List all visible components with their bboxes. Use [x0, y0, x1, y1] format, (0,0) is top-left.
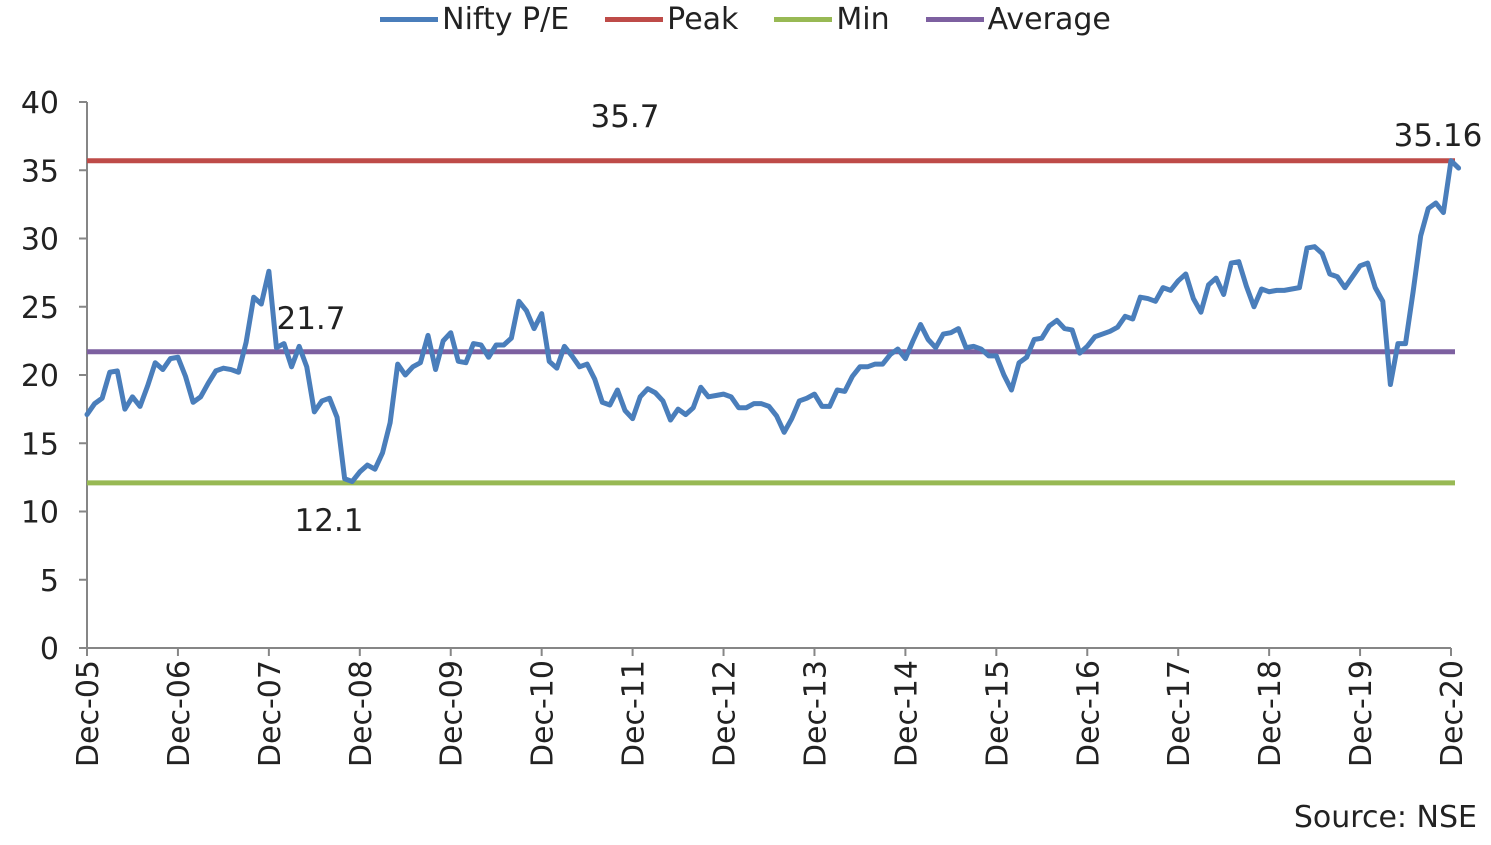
x-tick-label: Dec-14: [889, 660, 924, 767]
data-label-peak: 35.7: [590, 99, 659, 135]
x-tick-label: Dec-11: [617, 660, 652, 767]
x-tick-label: Dec-20: [1435, 660, 1470, 767]
y-tick-label: 10: [21, 496, 59, 531]
x-tick-label: Dec-16: [1071, 660, 1106, 767]
y-tick-label: 35: [21, 154, 59, 189]
x-tick-label: Dec-13: [798, 660, 833, 767]
legend-label-average: Average: [987, 2, 1111, 37]
x-tick-label: Dec-12: [708, 660, 743, 767]
series-line-nifty-pe: [84, 158, 1462, 484]
y-tick-label: 25: [21, 291, 59, 326]
x-tick-label: Dec-19: [1344, 660, 1379, 767]
source-note: Source: NSE: [1293, 800, 1477, 835]
x-tick-label: Dec-10: [526, 660, 561, 767]
y-tick-label: 5: [40, 564, 59, 599]
y-tick-label: 0: [40, 632, 59, 667]
legend-swatch-peak: [605, 17, 664, 22]
x-tick-label: Dec-07: [253, 660, 288, 767]
x-tick-label: Dec-18: [1253, 660, 1288, 767]
x-tick-label: Dec-17: [1162, 660, 1197, 767]
y-tick-label: 15: [21, 427, 59, 462]
data-label-average: 21.7: [276, 301, 345, 337]
y-tick-label: 20: [21, 359, 59, 394]
y-tick-label: 30: [21, 223, 59, 258]
legend-swatch-average: [925, 17, 984, 22]
y-tick-label: 40: [21, 86, 59, 121]
legend-item-min: Min: [774, 2, 890, 37]
legend-item-nifty-pe: Nifty P/E: [380, 2, 569, 37]
legend-swatch-nifty-pe: [380, 17, 439, 22]
x-tick-label: Dec-05: [71, 660, 106, 767]
legend-item-average: Average: [925, 2, 1111, 37]
legend-label-min: Min: [836, 2, 890, 37]
legend-label-nifty-pe: Nifty P/E: [442, 2, 570, 37]
data-label-min: 12.1: [294, 503, 363, 539]
data-label-nifty-p-e-last-value: 35.16: [1394, 118, 1483, 154]
legend-swatch-min: [774, 17, 833, 22]
x-tick-label: Dec-15: [980, 660, 1015, 767]
x-tick-label: Dec-06: [162, 660, 197, 767]
x-tick-label: Dec-09: [435, 660, 470, 767]
x-tick-label: Dec-08: [344, 660, 379, 767]
legend-label-peak: Peak: [667, 2, 739, 37]
chart-legend: Nifty P/E Peak Min Average: [0, 2, 1491, 37]
legend-item-peak: Peak: [605, 2, 738, 37]
